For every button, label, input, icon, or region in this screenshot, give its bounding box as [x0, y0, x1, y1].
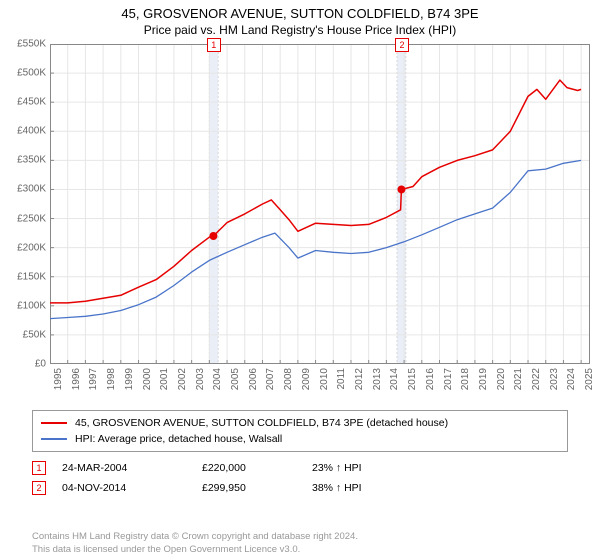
x-tick-label: 1998	[106, 368, 117, 390]
x-tick-label: 2004	[212, 368, 223, 390]
chart-title: 45, GROSVENOR AVENUE, SUTTON COLDFIELD, …	[0, 6, 600, 21]
x-tick-label: 2020	[496, 368, 507, 390]
x-tick-label: 2000	[142, 368, 153, 390]
x-tick-label: 2008	[283, 368, 294, 390]
marker-box: 2	[395, 38, 409, 52]
marker-dot	[397, 185, 405, 193]
x-tick-label: 2025	[584, 368, 595, 390]
x-tick-label: 1995	[53, 368, 64, 390]
x-tick-label: 2009	[301, 368, 312, 390]
x-tick-label: 2018	[460, 368, 471, 390]
transaction-diff: 23% ↑ HPI	[312, 462, 412, 474]
transaction-row: 2 04-NOV-2014£299,95038% ↑ HPI	[32, 478, 568, 498]
x-tick-label: 2007	[265, 368, 276, 390]
y-tick-label: £400K	[17, 126, 46, 137]
x-tick-label: 2024	[566, 368, 577, 390]
y-tick-label: £500K	[17, 68, 46, 79]
legend-row: HPI: Average price, detached house, Wals…	[41, 431, 559, 447]
x-tick-label: 2005	[230, 368, 241, 390]
footer-line2: This data is licensed under the Open Gov…	[32, 544, 568, 556]
plot-area: 12	[50, 44, 590, 364]
transaction-price: £299,950	[202, 482, 312, 494]
x-tick-label: 2021	[513, 368, 524, 390]
x-axis: 1995 1996 1997 1998 1999 2000 2001 2002 2003 2004…	[50, 366, 590, 402]
chart-area: £0 £50K £100K £150K £200K £250K £300K £350K £400…	[0, 44, 600, 404]
marker-dot	[209, 232, 217, 240]
y-tick-label: £100K	[17, 300, 46, 311]
x-tick-label: 2011	[336, 368, 347, 390]
footer-attribution: Contains HM Land Registry data © Crown c…	[32, 531, 568, 556]
x-tick-label: 2023	[549, 368, 560, 390]
marker-box: 1	[207, 38, 221, 52]
y-tick-label: £450K	[17, 97, 46, 108]
x-tick-label: 1996	[71, 368, 82, 390]
legend-swatch	[41, 422, 67, 424]
x-tick-label: 2014	[389, 368, 400, 390]
transaction-price: £220,000	[202, 462, 312, 474]
chart-container: 45, GROSVENOR AVENUE, SUTTON COLDFIELD, …	[0, 0, 600, 560]
transaction-marker: 2	[32, 481, 46, 495]
x-tick-label: 2016	[425, 368, 436, 390]
title-block: 45, GROSVENOR AVENUE, SUTTON COLDFIELD, …	[0, 0, 600, 39]
x-tick-label: 2012	[354, 368, 365, 390]
y-tick-label: £0	[35, 359, 46, 370]
y-tick-label: £150K	[17, 271, 46, 282]
transaction-diff: 38% ↑ HPI	[312, 482, 412, 494]
x-tick-label: 2003	[195, 368, 206, 390]
transactions-table: 1 24-MAR-2004£220,00023% ↑ HPI 2 04-NOV-201…	[32, 458, 568, 498]
y-axis: £0£50K£100K£150K£200K£250K£300K£350K£400…	[0, 44, 50, 364]
legend-label: HPI: Average price, detached house, Wals…	[75, 433, 282, 445]
legend-swatch	[41, 438, 67, 440]
y-tick-label: £50K	[23, 329, 46, 340]
x-tick-label: 2019	[478, 368, 489, 390]
plot-svg	[50, 44, 590, 364]
x-tick-label: 2001	[159, 368, 170, 390]
legend-label: 45, GROSVENOR AVENUE, SUTTON COLDFIELD, …	[75, 417, 448, 429]
y-tick-label: £200K	[17, 242, 46, 253]
x-tick-label: 2002	[177, 368, 188, 390]
x-tick-label: 1997	[88, 368, 99, 390]
x-tick-label: 2010	[319, 368, 330, 390]
y-tick-label: £300K	[17, 184, 46, 195]
legend: 45, GROSVENOR AVENUE, SUTTON COLDFIELD, …	[32, 410, 568, 452]
x-tick-label: 2013	[372, 368, 383, 390]
y-tick-label: £550K	[17, 39, 46, 50]
transaction-marker: 1	[32, 461, 46, 475]
x-tick-label: 1999	[124, 368, 135, 390]
transaction-date: 24-MAR-2004	[62, 462, 202, 474]
transaction-date: 04-NOV-2014	[62, 482, 202, 494]
x-tick-label: 2022	[531, 368, 542, 390]
legend-row: 45, GROSVENOR AVENUE, SUTTON COLDFIELD, …	[41, 415, 559, 431]
x-tick-label: 2017	[443, 368, 454, 390]
chart-subtitle: Price paid vs. HM Land Registry's House …	[0, 23, 600, 37]
y-tick-label: £250K	[17, 213, 46, 224]
transaction-row: 1 24-MAR-2004£220,00023% ↑ HPI	[32, 458, 568, 478]
x-tick-label: 2015	[407, 368, 418, 390]
x-tick-label: 2006	[248, 368, 259, 390]
footer-line1: Contains HM Land Registry data © Crown c…	[32, 531, 568, 543]
y-tick-label: £350K	[17, 155, 46, 166]
